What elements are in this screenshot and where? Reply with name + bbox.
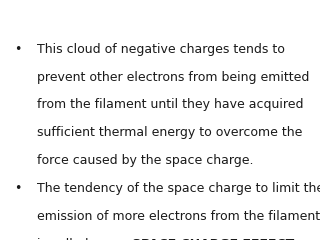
- Text: sufficient thermal energy to overcome the: sufficient thermal energy to overcome th…: [37, 126, 302, 139]
- Text: This cloud of negative charges tends to: This cloud of negative charges tends to: [37, 43, 285, 56]
- Text: SPACE CHARGE EFFECT: SPACE CHARGE EFFECT: [132, 238, 294, 240]
- Text: from the filament until they have acquired: from the filament until they have acquir…: [37, 98, 303, 111]
- Text: prevent other electrons from being emitted: prevent other electrons from being emitt…: [37, 71, 309, 84]
- Text: •: •: [14, 43, 22, 56]
- Text: •: •: [14, 182, 22, 195]
- Text: is called as: is called as: [37, 238, 110, 240]
- Text: The tendency of the space charge to limit the: The tendency of the space charge to limi…: [37, 182, 320, 195]
- Text: emission of more electrons from the filament: emission of more electrons from the fila…: [37, 210, 320, 223]
- Text: force caused by the space charge.: force caused by the space charge.: [37, 154, 253, 167]
